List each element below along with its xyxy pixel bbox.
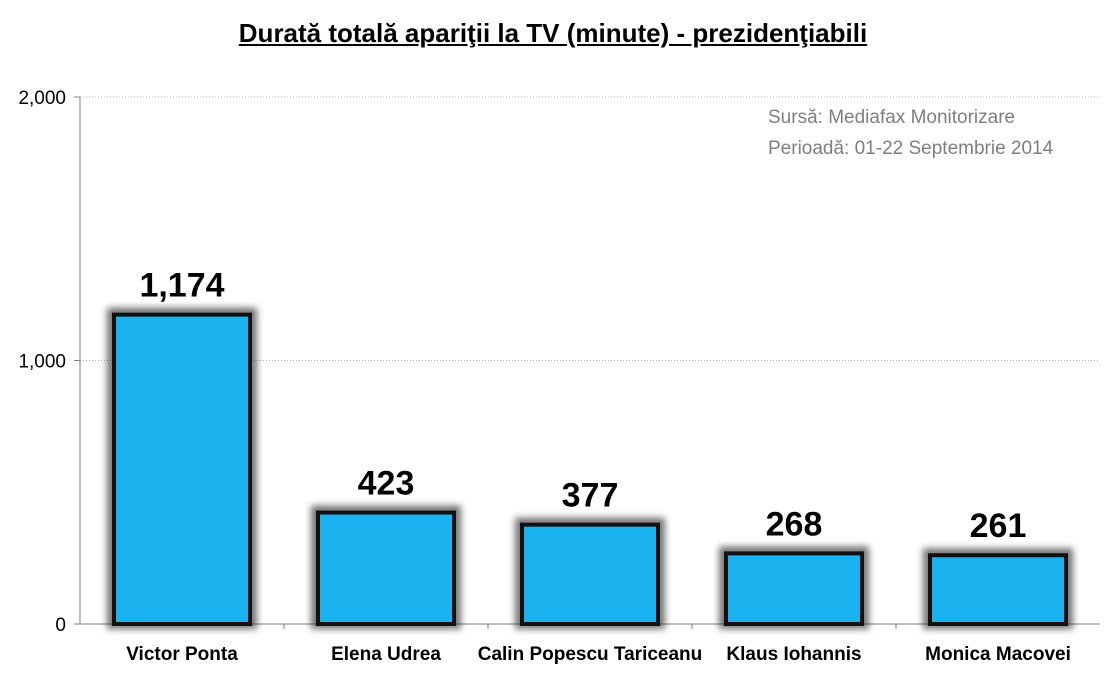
data-label: 377 (562, 477, 619, 515)
y-tick-label: 1,000 (18, 352, 66, 373)
bar (112, 312, 252, 626)
source-note: Sursă: Mediafax Monitorizare Perioadă: 01… (768, 107, 1054, 159)
bar (520, 522, 660, 627)
data-label: 423 (358, 465, 415, 503)
source-line: Perioadă: 01-22 Septembrie 2014 (768, 138, 1054, 159)
bar (928, 553, 1068, 626)
category-label: Monica Macovei (925, 644, 1071, 665)
data-label: 1,174 (139, 267, 224, 305)
bars (107, 307, 1073, 630)
category-label: Klaus Iohannis (726, 644, 861, 665)
data-label: 261 (970, 507, 1027, 545)
source-line: Sursă: Mediafax Monitorizare (768, 107, 1015, 128)
category-label: Victor Ponta (126, 644, 238, 665)
chart-title: Durată totală apariţii la TV (minute) - … (238, 18, 868, 48)
y-tick-label: 2,000 (18, 88, 66, 109)
gridlines (80, 96, 1100, 361)
category-label: Elena Udrea (331, 644, 441, 665)
y-tick-label: 0 (55, 615, 66, 636)
category-label: Calin Popescu Tariceanu (478, 644, 703, 665)
bar (316, 510, 456, 626)
data-label: 268 (766, 505, 823, 543)
labels: 1,174 Victor Ponta 423 Elena Udrea 377 Calin … (126, 267, 1071, 665)
bar (724, 551, 864, 627)
